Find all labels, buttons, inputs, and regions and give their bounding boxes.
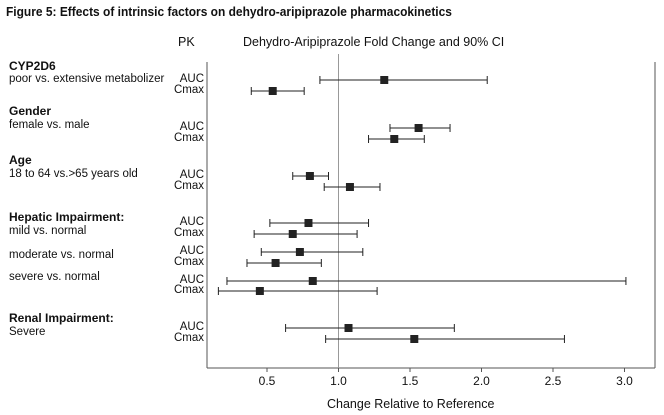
point-estimate-marker — [255, 287, 264, 295]
x-tick-label: 2.5 — [545, 374, 562, 388]
point-estimate-marker — [308, 277, 317, 285]
pk-label-auc: AUC — [179, 169, 204, 181]
point-estimate-marker — [304, 219, 313, 227]
subgroup-label-cyp2d6: poor vs. extensive metabolizer — [9, 73, 165, 85]
group-label-cyp2d6: CYP2D6 — [9, 59, 56, 73]
pk-column-header: PK — [178, 35, 195, 49]
subgroup-label-gender: female vs. male — [9, 119, 90, 131]
point-estimate-marker — [288, 230, 297, 238]
pk-label-auc: AUC — [179, 321, 204, 333]
pk-label-auc: AUC — [179, 245, 204, 257]
pk-label-auc: AUC — [179, 73, 204, 85]
x-tick-label: 1.0 — [330, 374, 347, 388]
subgroup-label-hepatic-severe: severe vs. normal — [9, 271, 100, 283]
pk-label-cmax: Cmax — [173, 132, 204, 144]
subgroup-label-hepatic-moderate: moderate vs. normal — [9, 249, 114, 261]
pk-label-cmax: Cmax — [173, 227, 204, 239]
pk-label-cmax: Cmax — [173, 332, 204, 344]
point-estimate-marker — [414, 124, 423, 132]
x-tick-label: 1.5 — [402, 374, 419, 388]
x-tick-label: 2.0 — [473, 374, 490, 388]
pk-label-cmax: Cmax — [173, 180, 204, 192]
point-estimate-marker — [305, 172, 314, 180]
group-label-hepatic: Hepatic Impairment: — [9, 210, 125, 224]
point-estimate-marker — [390, 135, 399, 143]
point-estimate-marker — [268, 87, 277, 95]
pk-label-auc: AUC — [179, 121, 204, 133]
group-label-renal: Renal Impairment: — [9, 311, 114, 325]
chart-column-header: Dehydro-Aripiprazole Fold Change and 90%… — [243, 35, 505, 49]
point-estimate-marker — [344, 324, 353, 332]
point-estimate-marker — [271, 259, 280, 267]
point-estimate-marker — [410, 335, 419, 343]
group-label-gender: Gender — [9, 104, 52, 118]
point-estimate-marker — [380, 76, 389, 84]
pk-label-cmax: Cmax — [173, 84, 204, 96]
x-axis-label: Change Relative to Reference — [327, 397, 495, 411]
pk-label-cmax: Cmax — [173, 284, 204, 296]
point-estimate-marker — [295, 248, 304, 256]
subgroup-label-hepatic-mild: mild vs. normal — [9, 225, 87, 237]
figure-title: Figure 5: Effects of intrinsic factors o… — [6, 4, 452, 19]
pk-label-cmax: Cmax — [173, 256, 204, 268]
x-tick-label: 0.5 — [259, 374, 276, 388]
pk-label-auc: AUC — [179, 274, 204, 286]
point-estimate-marker — [345, 183, 354, 191]
group-label-age: Age — [9, 153, 32, 167]
subgroup-label-renal-severe: Severe — [9, 326, 46, 338]
x-tick-label: 3.0 — [616, 374, 633, 388]
pk-label-auc: AUC — [179, 216, 204, 228]
subgroup-label-age: 18 to 64 vs.>65 years old — [9, 168, 138, 180]
